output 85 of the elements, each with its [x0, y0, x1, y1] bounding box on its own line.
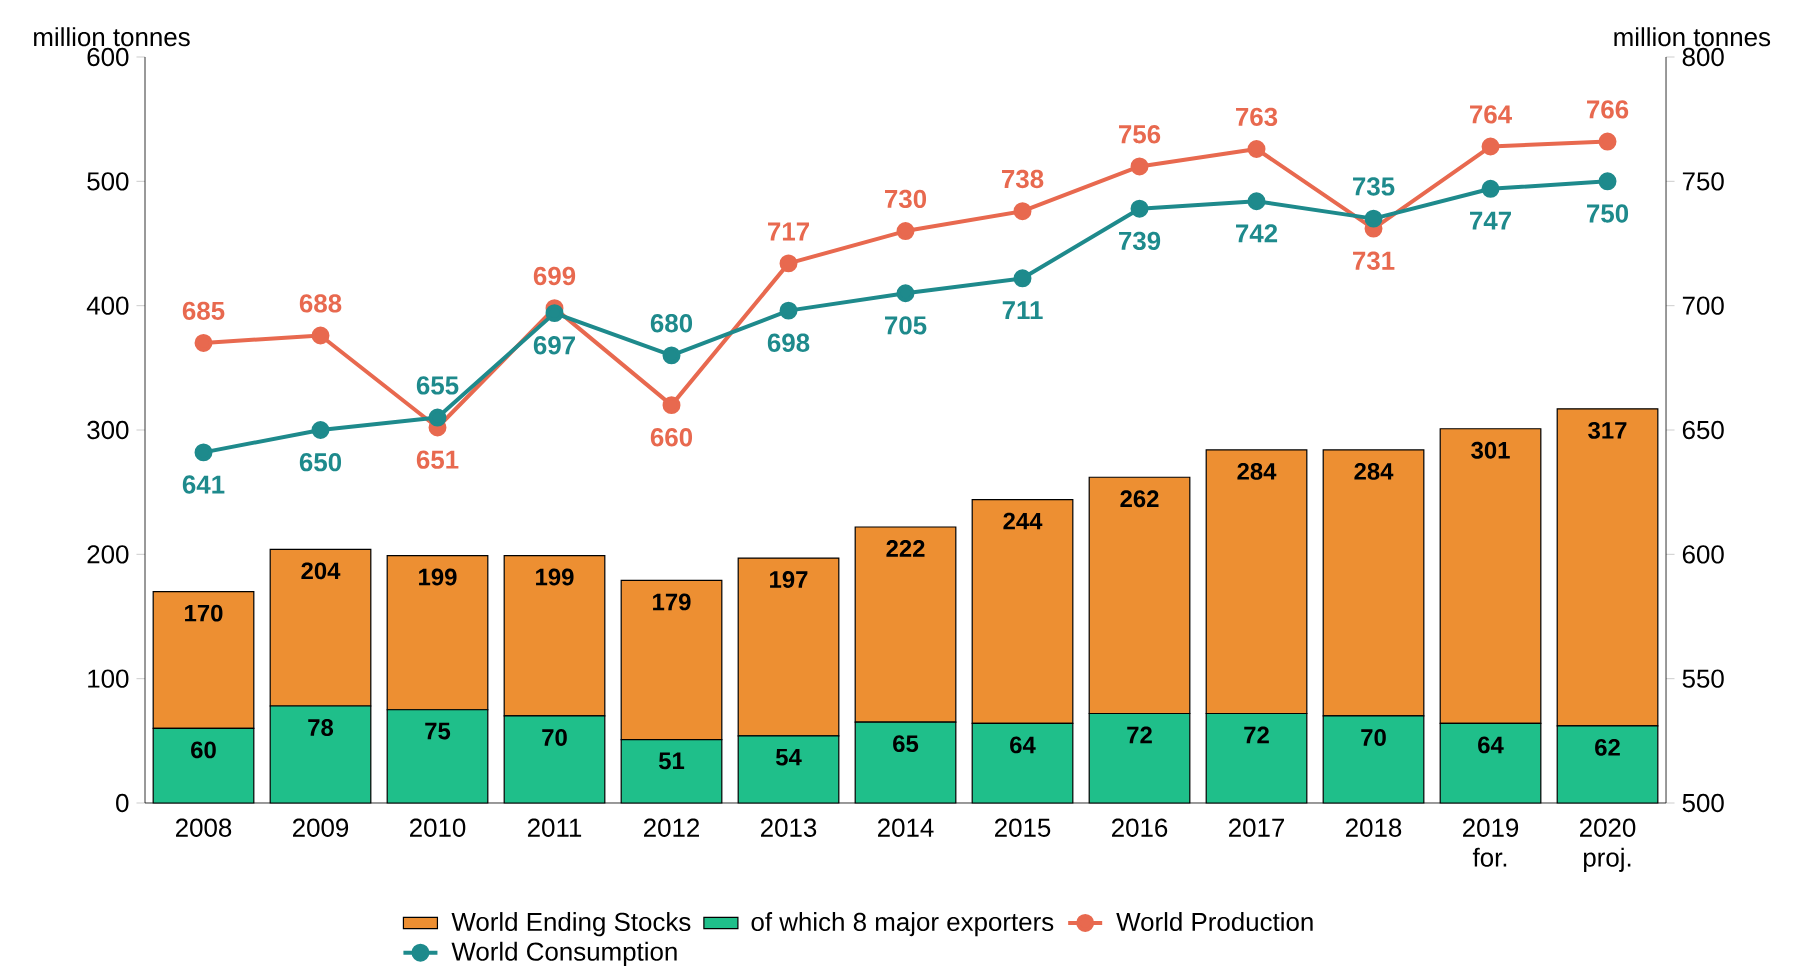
data-label: 650	[299, 452, 342, 472]
x-tick-label: 2015	[995, 818, 1051, 837]
data-label: 70	[542, 728, 567, 746]
y2-axis-title: million tonnes	[1614, 27, 1771, 47]
total-label: 199	[419, 568, 457, 586]
data-label: 764	[1470, 105, 1512, 124]
data-label: 54	[775, 748, 802, 766]
data-label: 730	[885, 189, 927, 209]
total-label: 284	[1237, 462, 1277, 480]
legend-label: World Consumption	[451, 941, 677, 966]
data-label: 60	[191, 741, 216, 759]
data-label: 688	[299, 294, 342, 313]
data-label: 72	[1244, 726, 1269, 744]
y-tick-label: 400	[86, 296, 129, 315]
y-tick-label: 0	[116, 793, 129, 813]
data-label: 766	[1587, 100, 1629, 119]
total-label: 197	[770, 571, 808, 588]
data-label: 78	[308, 719, 334, 736]
x-tick-label: 2017	[1229, 818, 1284, 837]
data-label: 64	[1478, 736, 1504, 754]
total-label: 222	[886, 540, 925, 557]
data-label: 750	[1587, 204, 1629, 223]
x-tick-label: 2008	[176, 818, 232, 837]
y2-tick-label: 600	[1682, 545, 1724, 564]
legend-label: World Production	[1116, 912, 1313, 932]
x-tick-label: 2010	[410, 818, 466, 837]
y2-tick-label: 750	[1682, 172, 1724, 191]
total-label: 262	[1120, 490, 1159, 508]
total-label: 179	[653, 593, 691, 611]
total-label: 170	[185, 604, 223, 622]
total-label: 284	[1354, 462, 1394, 480]
y-axis-title: million tonnes	[34, 27, 190, 47]
data-label: 685	[182, 301, 225, 320]
data-label: 738	[1002, 169, 1044, 189]
data-label: 651	[416, 450, 459, 469]
data-label: 641	[182, 475, 225, 494]
total-label: 317	[1588, 421, 1627, 439]
data-label: 70	[1361, 728, 1386, 746]
data-label: 51	[658, 752, 685, 770]
y-tick-label: 600	[87, 47, 129, 67]
data-label: 717	[768, 222, 809, 241]
y-tick-label: 100	[88, 669, 129, 688]
y2-tick-label: 700	[1682, 296, 1724, 315]
data-label: 64	[1010, 736, 1036, 754]
x-tick-label: 2012	[644, 818, 699, 837]
data-label: 65	[893, 735, 919, 753]
data-label: 660	[650, 428, 693, 447]
total-label: 301	[1471, 441, 1510, 459]
y-tick-label: 500	[87, 172, 129, 191]
data-label: 655	[416, 376, 459, 395]
y2-tick-label: 500	[1682, 793, 1724, 813]
data-label: 756	[1119, 125, 1161, 144]
data-label: 698	[767, 333, 810, 352]
data-label: 739	[1119, 231, 1161, 251]
x-tick-label: 2020 proj.	[1580, 818, 1636, 872]
data-label: 699	[533, 266, 576, 286]
x-tick-label: 2009	[293, 818, 349, 837]
total-label: 204	[301, 562, 341, 580]
x-tick-label: 2014	[878, 818, 934, 837]
total-label: 199	[536, 568, 574, 586]
data-label: 742	[1236, 224, 1278, 243]
data-label: 735	[1353, 177, 1395, 196]
data-label: 72	[1127, 726, 1152, 744]
y2-tick-label: 650	[1682, 420, 1724, 440]
y2-tick-label: 550	[1682, 669, 1724, 688]
data-label: 697	[533, 336, 575, 355]
x-tick-label: 2016	[1112, 818, 1168, 837]
x-tick-label: 2013	[761, 818, 817, 837]
data-label: 75	[425, 722, 451, 740]
y2-tick-label: 800	[1682, 47, 1724, 67]
total-label: 244	[1003, 512, 1043, 530]
data-label: 731	[1353, 251, 1395, 270]
y-tick-label: 200	[87, 545, 129, 564]
x-tick-label: 2019 for.	[1463, 818, 1519, 867]
data-label: 705	[885, 316, 927, 335]
data-label: 711	[1002, 301, 1043, 320]
data-label: 62	[1595, 738, 1620, 756]
y-tick-label: 300	[87, 420, 129, 440]
legend-label: of which 8 major exporters	[751, 912, 1054, 937]
data-label: 763	[1236, 107, 1278, 127]
data-label: 747	[1470, 211, 1511, 230]
legend-label: World Ending Stocks	[451, 912, 691, 937]
x-tick-label: 2011	[527, 818, 582, 837]
x-tick-label: 2018	[1346, 818, 1402, 837]
data-label: 680	[650, 314, 693, 333]
